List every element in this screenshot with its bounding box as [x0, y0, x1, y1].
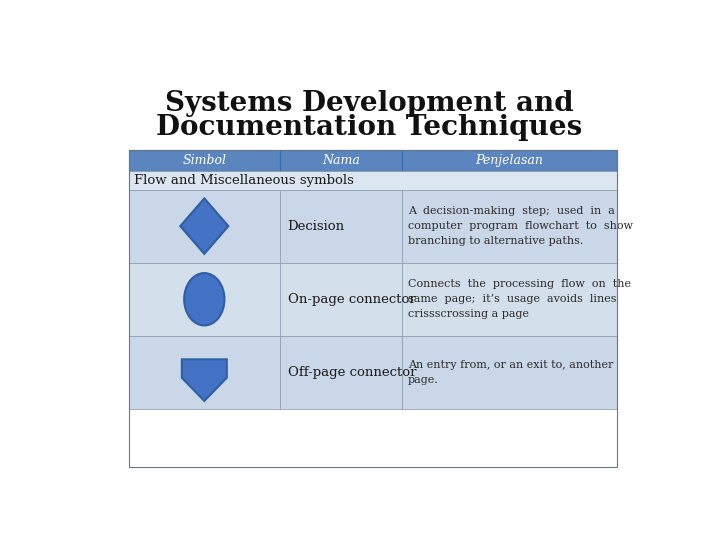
- Text: Flow and Miscellaneous symbols: Flow and Miscellaneous symbols: [134, 174, 354, 187]
- Text: Decision: Decision: [287, 220, 345, 233]
- Bar: [129, 171, 617, 190]
- Text: A  decision-making  step;  used  in  a
computer  program  flowchart  to  show
br: A decision-making step; used in a comput…: [408, 206, 633, 246]
- Bar: [402, 336, 617, 409]
- Bar: [280, 336, 402, 409]
- Text: Penjelasan: Penjelasan: [475, 154, 543, 167]
- Ellipse shape: [184, 273, 225, 326]
- Bar: [402, 190, 617, 262]
- Bar: [129, 150, 617, 467]
- Bar: [280, 150, 402, 171]
- Text: Documentation Techniques: Documentation Techniques: [156, 114, 582, 141]
- Text: Systems Development and: Systems Development and: [165, 90, 573, 117]
- Text: An entry from, or an exit to, another
page.: An entry from, or an exit to, another pa…: [408, 360, 613, 385]
- Bar: [129, 336, 280, 409]
- Bar: [280, 262, 402, 336]
- Bar: [129, 190, 280, 262]
- Bar: [129, 150, 280, 171]
- Polygon shape: [182, 359, 227, 401]
- Text: Off-page connector: Off-page connector: [287, 366, 416, 379]
- Text: Simbol: Simbol: [182, 154, 226, 167]
- Bar: [280, 190, 402, 262]
- Bar: [129, 262, 280, 336]
- Bar: [402, 262, 617, 336]
- Text: Connects  the  processing  flow  on  the
same  page;  it’s  usage  avoids  lines: Connects the processing flow on the same…: [408, 280, 631, 319]
- Polygon shape: [180, 198, 228, 254]
- Text: Nama: Nama: [322, 154, 360, 167]
- Text: On-page connector: On-page connector: [287, 293, 415, 306]
- Bar: [402, 150, 617, 171]
